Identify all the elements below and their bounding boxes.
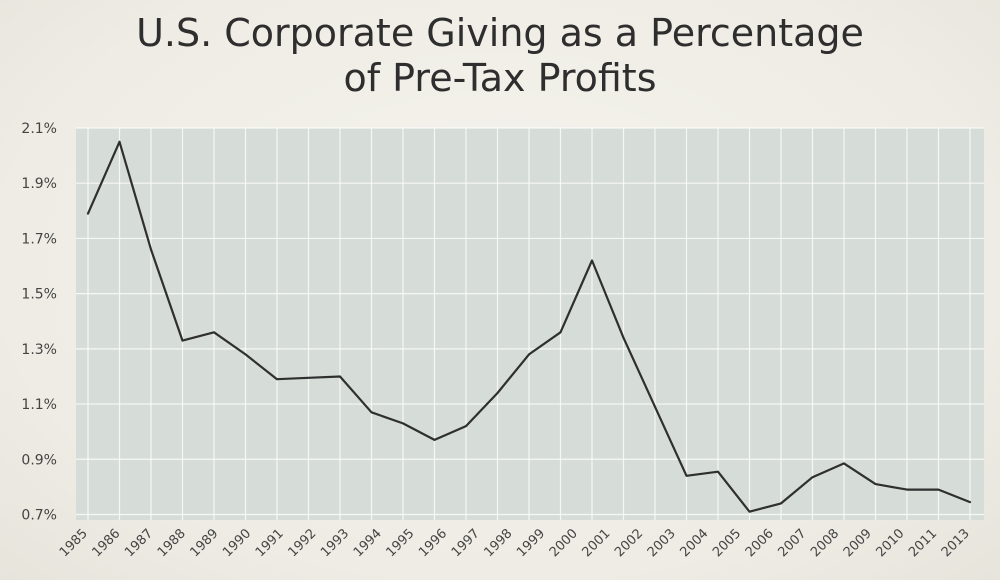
chart-subtitle: of Pre-Tax Profits	[343, 56, 656, 100]
x-tick-label: 1998	[481, 526, 515, 560]
x-tick-label: 2006	[743, 526, 777, 560]
y-tick-label: 1.3%	[21, 342, 57, 358]
x-tick-label: 1999	[514, 526, 548, 560]
data-point	[307, 376, 311, 380]
data-point	[275, 377, 279, 381]
data-point	[779, 501, 783, 505]
data-point	[527, 352, 531, 356]
y-tick-label: 1.7%	[21, 231, 57, 247]
y-tick-label: 1.1%	[21, 397, 57, 413]
data-point	[118, 140, 122, 144]
x-tick-label: 1995	[383, 526, 417, 560]
data-point	[338, 375, 342, 379]
x-tick-label: 2011	[906, 526, 940, 560]
x-tick-label: 2007	[775, 526, 809, 560]
data-point	[842, 461, 846, 465]
x-tick-label: 1987	[122, 526, 156, 560]
data-point	[685, 474, 689, 478]
y-tick-label: 1.5%	[21, 287, 57, 303]
data-point	[149, 248, 153, 252]
x-tick-label: 1988	[155, 526, 189, 560]
y-tick-label: 0.7%	[21, 507, 57, 523]
data-point	[370, 410, 374, 414]
x-tick-label: 2008	[808, 526, 842, 560]
data-point	[244, 352, 248, 356]
x-tick-label: 1996	[416, 526, 450, 560]
data-point	[464, 424, 468, 428]
data-point	[937, 488, 941, 492]
chart-title: U.S. Corporate Giving as a Percentage	[136, 11, 864, 55]
plot-area	[76, 128, 984, 520]
x-gridlines	[87, 128, 971, 520]
data-point	[622, 336, 626, 340]
x-tick-label: 2001	[579, 526, 613, 560]
data-point	[496, 391, 500, 395]
x-tick-label: 1992	[285, 526, 319, 560]
x-tick-label: 2005	[710, 526, 744, 560]
data-point	[905, 488, 909, 492]
data-point	[181, 339, 185, 343]
x-axis-ticks: 1985198619871988198919901991199219931994…	[57, 526, 973, 560]
x-tick-label: 2010	[873, 526, 907, 560]
data-point	[968, 500, 972, 504]
y-axis-ticks: 2.1% 1.9% 1.7% 1.5% 1.3% 1.1% 0.9% 0.7%	[21, 121, 57, 523]
x-tick-label: 1994	[351, 526, 385, 560]
data-point	[716, 470, 720, 474]
x-tick-label: 1991	[253, 526, 287, 560]
y-tick-label: 2.1%	[21, 121, 57, 137]
data-point	[401, 421, 405, 425]
x-tick-label: 2002	[612, 526, 646, 560]
x-tick-label: 2000	[547, 526, 581, 560]
series-line	[86, 140, 972, 513]
x-tick-label: 2009	[841, 526, 875, 560]
data-point	[748, 510, 752, 514]
data-point	[433, 438, 437, 442]
y-tick-label: 1.9%	[21, 176, 57, 192]
x-tick-label: 1985	[57, 526, 91, 560]
data-point	[86, 212, 90, 216]
data-point	[590, 259, 594, 263]
x-tick-label: 1989	[187, 526, 221, 560]
x-tick-label: 2003	[645, 526, 679, 560]
data-point	[559, 330, 563, 334]
data-point	[212, 330, 216, 334]
x-tick-label: 2004	[677, 526, 711, 560]
data-point	[653, 405, 657, 409]
x-tick-label: 1997	[449, 526, 483, 560]
x-tick-label: 2013	[939, 526, 973, 560]
x-tick-label: 1993	[318, 526, 352, 560]
y-tick-label: 0.9%	[21, 452, 57, 468]
x-tick-label: 1986	[89, 526, 123, 560]
x-tick-label: 1990	[220, 526, 254, 560]
data-point	[874, 482, 878, 486]
y-gridlines	[76, 127, 984, 516]
data-point	[811, 475, 815, 479]
